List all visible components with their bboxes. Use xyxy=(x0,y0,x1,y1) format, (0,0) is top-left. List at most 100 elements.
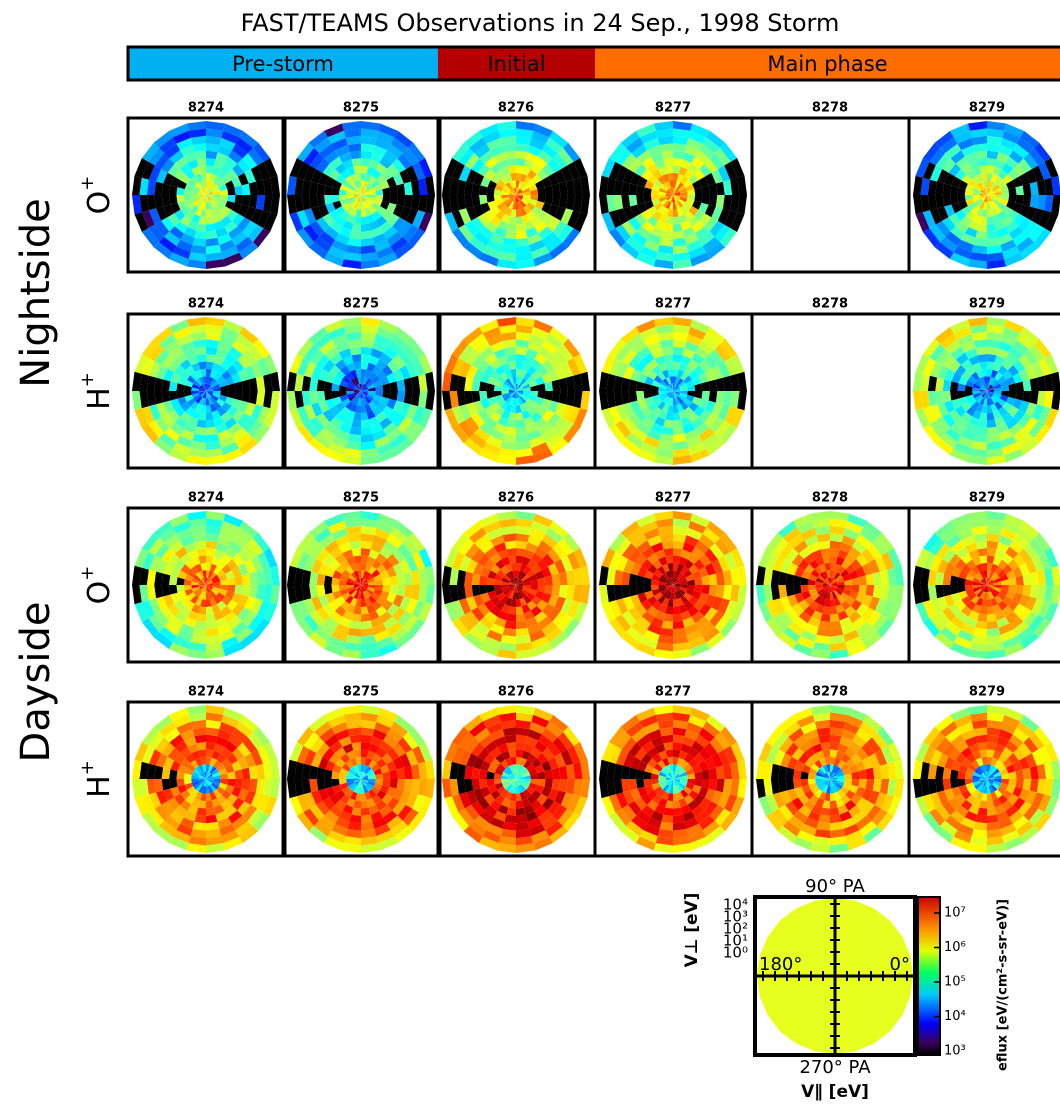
spectrum-cell xyxy=(647,790,658,800)
phase-frame xyxy=(126,45,1060,82)
spectrum-cell xyxy=(257,210,271,229)
spectrum-cell xyxy=(479,185,488,195)
spectrum-cell xyxy=(232,409,245,423)
spectrum-cell xyxy=(495,406,505,417)
spectrum-cell xyxy=(599,759,609,779)
spectrum-cell xyxy=(976,396,984,404)
spectrum-cell xyxy=(661,173,670,183)
spectrum-cell xyxy=(822,800,830,809)
spectrum-cell xyxy=(378,448,398,463)
spectrum-cell xyxy=(471,779,481,791)
spectrum-cell xyxy=(983,383,987,391)
spectrum-cell xyxy=(148,808,165,827)
spectrum-cell xyxy=(342,804,354,815)
spectrum-cell xyxy=(253,424,271,444)
spectrum-cell xyxy=(247,537,264,556)
spectrum-cell xyxy=(678,750,688,760)
spectrum-cell xyxy=(368,175,377,185)
spectrum-cell xyxy=(183,736,197,747)
orbit-label: 8274 xyxy=(188,685,224,700)
spectrum-cell xyxy=(361,836,379,846)
spectrum-cell xyxy=(324,319,344,334)
spectrum-cell xyxy=(309,571,319,585)
spectrum-cell xyxy=(188,324,206,334)
spectrum-cell xyxy=(206,734,218,744)
spectrum-cell xyxy=(516,635,532,645)
spectrum-cell xyxy=(206,585,210,593)
spectrum-cell xyxy=(686,823,703,837)
spectrum-cell xyxy=(636,836,656,851)
spectrum-cell xyxy=(217,233,232,245)
spectrum-cell xyxy=(451,357,465,376)
spectrum-cell xyxy=(1012,566,1023,578)
spectrum-cell xyxy=(1020,632,1040,650)
spectrum-cell xyxy=(528,394,538,403)
spectrum-cell xyxy=(541,786,552,798)
spectrum-cell xyxy=(361,191,369,195)
spectrum-cell xyxy=(979,581,987,585)
spectrum-cell xyxy=(682,542,696,553)
spectrum-cell xyxy=(213,565,222,575)
spectrum-cell xyxy=(680,391,688,395)
spectrum-cell xyxy=(1004,319,1024,334)
spectrum-cell xyxy=(516,772,522,779)
spectrum-cell xyxy=(563,726,581,746)
spectrum-cell xyxy=(950,319,970,334)
spectrum-cell xyxy=(458,598,472,615)
spectrum-cell xyxy=(942,158,956,173)
spectrum-cell xyxy=(560,792,574,809)
spectrum-cell xyxy=(444,602,459,622)
spectrum-cell xyxy=(826,577,830,585)
spectrum-cell xyxy=(376,830,395,844)
spectrum-cell xyxy=(449,373,459,391)
spectrum-cell xyxy=(345,205,354,215)
spectrum-cell xyxy=(316,195,326,207)
spectrum-cell xyxy=(756,565,766,585)
spectrum-cell xyxy=(296,338,314,358)
spectrum-cell xyxy=(920,585,930,603)
spectrum-cell xyxy=(848,740,862,753)
spectrum-cell xyxy=(451,142,469,162)
spectrum-cell xyxy=(213,789,222,799)
spectrum-cell xyxy=(489,605,502,617)
spectrum-cell xyxy=(807,773,816,779)
spectrum-cell xyxy=(554,206,566,221)
spectrum-cell xyxy=(804,596,815,606)
spectrum-cell xyxy=(316,183,326,195)
spectrum-cell xyxy=(669,764,673,772)
spectrum-cell xyxy=(331,391,340,399)
spectrum-cell xyxy=(357,786,361,794)
spectrum-cell xyxy=(969,252,987,262)
spectrum-cell xyxy=(355,599,361,608)
spectrum-cell xyxy=(737,391,747,411)
spectrum-cell xyxy=(209,572,217,580)
spectrum-cell xyxy=(198,387,206,391)
spectrum-cell xyxy=(841,559,851,570)
spectrum-cell xyxy=(673,620,685,630)
spectrum-cell xyxy=(942,413,956,428)
spectrum-cell xyxy=(425,759,435,779)
spectrum-cell xyxy=(194,757,203,767)
spectrum-cell xyxy=(987,426,999,436)
spectrum-cell xyxy=(209,396,217,404)
spectrum-cell xyxy=(639,830,658,844)
spectrum-cell xyxy=(316,217,330,232)
spectrum-cell xyxy=(489,553,502,565)
spectrum-cell xyxy=(972,392,981,399)
spectrum-cell xyxy=(673,742,683,751)
spectrum-cell xyxy=(324,575,333,585)
spectrum-cell xyxy=(835,556,845,566)
spectrum-cell xyxy=(209,590,217,598)
spectrum-cell xyxy=(658,581,666,585)
spectrum-cell xyxy=(198,585,206,589)
spectrum-cell xyxy=(665,570,672,579)
spectrum-cell xyxy=(987,570,991,578)
spectrum-cell xyxy=(318,594,329,608)
spectrum-cell xyxy=(987,585,995,589)
spectrum-cell xyxy=(211,394,219,402)
spectrum-cell xyxy=(313,820,332,837)
spectrum-cell xyxy=(676,173,685,183)
spectrum-cell xyxy=(458,808,475,827)
spectrum-cell xyxy=(660,394,668,402)
spectrum-cell xyxy=(644,570,654,580)
